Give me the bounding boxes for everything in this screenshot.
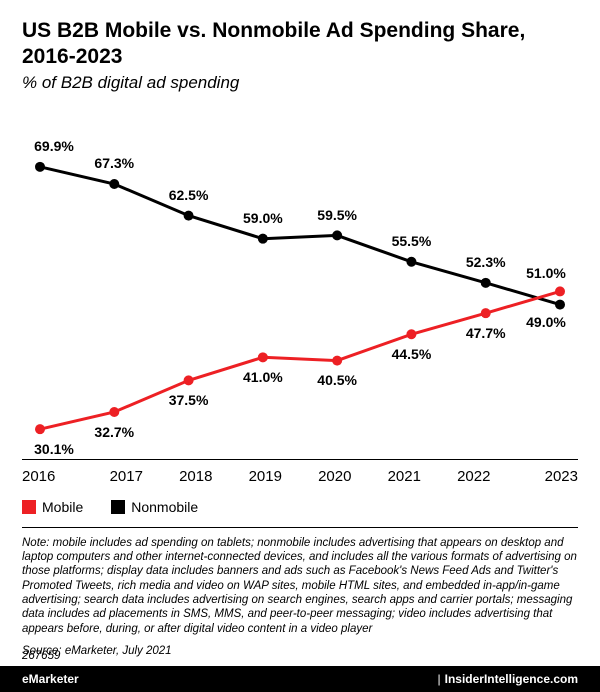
chart-title: US B2B Mobile vs. Nonmobile Ad Spending … [22,18,578,71]
data-label: 49.0% [526,314,566,330]
data-label: 47.7% [466,325,506,341]
marker [109,407,119,417]
data-label: 32.7% [94,424,134,440]
marker [481,277,491,287]
marker [406,329,416,339]
x-axis: 20162017201820192020202120222023 [22,459,578,485]
legend-swatch [22,500,36,514]
marker [332,230,342,240]
marker [184,375,194,385]
marker [555,286,565,296]
data-label: 69.9% [34,138,74,154]
marker [184,210,194,220]
chart-subtitle: % of B2B digital ad spending [22,73,578,93]
data-label: 41.0% [243,369,283,385]
x-axis-label: 2023 [509,468,579,485]
x-axis-label: 2018 [161,468,231,485]
data-label: 44.5% [392,346,432,362]
marker [481,308,491,318]
chart-source: Source: eMarketer, July 2021 [22,644,578,658]
data-label: 51.0% [526,265,566,281]
x-axis-label: 2022 [439,468,509,485]
marker [258,352,268,362]
x-axis-label: 2020 [300,468,370,485]
marker [35,424,45,434]
x-axis-label: 2017 [92,468,162,485]
data-label: 52.3% [466,254,506,270]
legend: Mobile Nonmobile [22,499,578,528]
footer-brand-right: |InsiderIntelligence.com [434,672,579,686]
data-label: 37.5% [169,392,209,408]
marker [406,256,416,266]
legend-item: Mobile [22,499,83,515]
marker [555,299,565,309]
x-axis-label: 2016 [22,468,92,485]
data-label: 55.5% [392,233,432,249]
marker [35,161,45,171]
legend-label: Mobile [42,499,83,515]
chart-svg [22,123,578,453]
marker [109,178,119,188]
x-axis-label: 2021 [370,468,440,485]
chart-note: Note: mobile includes ad spending on tab… [22,536,578,637]
legend-label: Nonmobile [131,499,198,515]
chart-id: 267659 [22,650,60,662]
marker [258,233,268,243]
data-label: 59.0% [243,210,283,226]
x-axis-label: 2019 [231,468,301,485]
line-chart: 69.9% 67.3% 62.5% 59.0% 59.5% 55.5% 52.3% 49.0%… [22,123,578,453]
data-label: 30.1% [34,441,74,457]
legend-item: Nonmobile [111,499,198,515]
data-label: 62.5% [169,187,209,203]
data-label: 59.5% [317,207,357,223]
footer-bar: eMarketer |InsiderIntelligence.com [0,666,600,692]
data-label: 67.3% [94,155,134,171]
legend-swatch [111,500,125,514]
data-label: 40.5% [317,372,357,388]
footer-brand-left: eMarketer [22,672,79,686]
marker [332,355,342,365]
